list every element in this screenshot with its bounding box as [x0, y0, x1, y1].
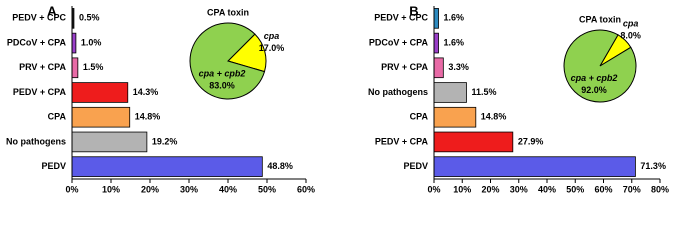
x-tick-label: 10% — [102, 184, 120, 194]
x-tick-label: 80% — [651, 184, 669, 194]
bar — [71, 131, 148, 153]
slice-value: 83.0% — [209, 81, 235, 91]
bar — [71, 156, 263, 177]
category-label: PEDV + CPA — [13, 87, 67, 97]
pie-slice — [189, 22, 266, 100]
panel-label: A — [47, 3, 57, 18]
category-label: PEDV — [41, 161, 66, 171]
bar — [71, 32, 77, 54]
category-label: PDCoV + CPA — [7, 37, 67, 47]
bar — [433, 156, 636, 177]
category-label: PEDV + CPC — [12, 13, 66, 23]
category-label: PEDV — [403, 161, 428, 171]
slice-label: cpa — [623, 19, 639, 29]
slice-label: cpa + cpb2 — [571, 73, 618, 83]
value-label: 11.5% — [471, 87, 496, 97]
value-label: 1.6% — [444, 13, 465, 23]
value-label: 14.8% — [135, 112, 161, 122]
bar — [433, 32, 439, 54]
value-label: 14.8% — [481, 112, 507, 122]
value-label: 19.2% — [152, 136, 178, 146]
pie-title: CPA toxin — [579, 14, 621, 24]
x-tick-label: 20% — [141, 184, 159, 194]
x-tick-label: 10% — [453, 184, 471, 194]
category-label: PRV + CPA — [381, 62, 428, 72]
value-label: 0.5% — [79, 13, 100, 23]
bar — [71, 106, 131, 128]
bar — [433, 82, 467, 103]
bar — [433, 131, 514, 153]
category-label: PEDV + CPA — [375, 136, 429, 146]
slice-value: 17.0% — [259, 43, 285, 53]
value-label: 1.0% — [81, 37, 102, 47]
slice-label: cpa + cpb2 — [199, 69, 246, 79]
slice-label: cpa — [264, 31, 280, 41]
x-tick-label: 20% — [481, 184, 499, 194]
value-label: 14.3% — [133, 87, 159, 97]
category-label: PEDV + CPC — [374, 13, 428, 23]
bar — [71, 82, 129, 103]
value-label: 27.9% — [518, 136, 544, 146]
x-tick-label: 30% — [510, 184, 528, 194]
pie-slice — [563, 29, 637, 103]
category-label: PRV + CPA — [19, 62, 66, 72]
category-label: CPA — [48, 112, 67, 122]
value-label: 48.8% — [267, 161, 293, 171]
bar — [433, 106, 477, 128]
x-tick-label: 40% — [538, 184, 556, 194]
bar — [433, 8, 439, 29]
bar — [433, 57, 444, 79]
bar — [71, 57, 79, 79]
x-tick-label: 60% — [297, 184, 315, 194]
slice-value: 92.0% — [581, 85, 607, 95]
x-tick-label: 0% — [65, 184, 78, 194]
value-label: 1.5% — [83, 62, 104, 72]
category-label: PDCoV + CPA — [369, 37, 429, 47]
category-label: No pathogens — [368, 87, 428, 97]
x-tick-label: 40% — [219, 184, 237, 194]
x-tick-label: 0% — [427, 184, 440, 194]
x-tick-label: 60% — [594, 184, 612, 194]
value-label: 71.3% — [640, 161, 666, 171]
panel-label: B — [409, 3, 418, 18]
x-tick-label: 70% — [623, 184, 641, 194]
x-tick-label: 50% — [566, 184, 584, 194]
x-tick-label: 30% — [180, 184, 198, 194]
x-tick-label: 50% — [258, 184, 276, 194]
slice-value: 8.0% — [620, 31, 641, 41]
category-label: No pathogens — [6, 136, 66, 146]
category-label: CPA — [410, 112, 429, 122]
value-label: 3.3% — [448, 62, 469, 72]
pie-title: CPA toxin — [207, 7, 249, 17]
value-label: 1.6% — [444, 37, 465, 47]
